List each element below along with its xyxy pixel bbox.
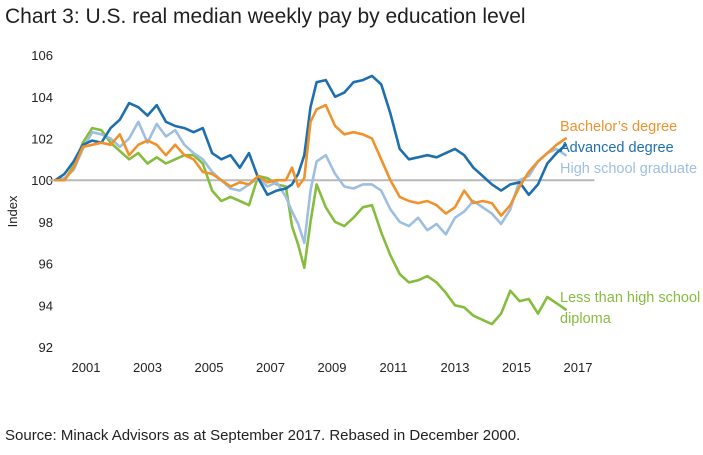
y-axis-label: Index [5, 195, 20, 227]
axes-layer: 92 94 96 98 100 102 104 106 2001 2003 2005 2007 2009… [5, 48, 595, 375]
legend-label-highschool: High school graduate [560, 161, 697, 177]
legend-label-advanced: Advanced degree [560, 140, 674, 156]
x-tick-label: 2001 [72, 360, 101, 375]
source-note: Source: Minack Advisors as at September … [5, 427, 521, 444]
legend-label-lessthan: Less than high school [560, 290, 700, 306]
series-line-lessthan [54, 126, 567, 326]
legend-layer: Less than high school diploma High school … [560, 119, 700, 327]
y-tick-label: 102 [31, 132, 53, 147]
y-tick-label: 92 [39, 340, 53, 355]
series-line-advanced [54, 74, 567, 197]
legend-label-lessthan: diploma [560, 311, 612, 327]
series-line-bachelors [54, 103, 567, 217]
y-tick-label: 96 [39, 257, 53, 272]
x-tick-label: 2013 [441, 360, 470, 375]
x-tick-label: 2011 [380, 360, 408, 375]
x-tick-label: 2017 [564, 360, 593, 375]
y-tick-label: 100 [31, 173, 53, 188]
legend-label-bachelors: Bachelor’s degree [560, 119, 677, 135]
series-layer [54, 74, 567, 326]
x-tick-label: 2005 [195, 360, 224, 375]
chart-title: Chart 3: U.S. real median weekly pay by … [5, 5, 526, 28]
y-tick-label: 94 [39, 298, 53, 313]
x-tick-label: 2015 [502, 360, 531, 375]
y-tick-label: 104 [31, 90, 53, 105]
x-tick-label: 2009 [318, 360, 347, 375]
x-tick-label: 2003 [133, 360, 162, 375]
x-tick-label: 2007 [256, 360, 285, 375]
y-tick-label: 106 [31, 48, 53, 63]
series-line-highschool [54, 120, 567, 245]
y-tick-label: 98 [39, 215, 53, 230]
